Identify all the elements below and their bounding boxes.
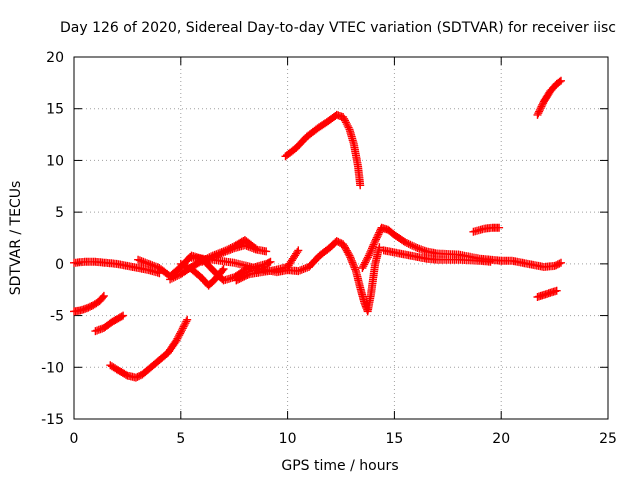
axis-ticks: 0 5 10 15 20 25 -15 -10 -5 0 5 10 15 20 xyxy=(41,50,617,447)
data-point-markers xyxy=(469,223,504,236)
data-point-markers xyxy=(281,110,365,190)
data-point-markers xyxy=(176,259,228,290)
x-tick-label: 25 xyxy=(599,431,617,447)
data-point-markers xyxy=(232,246,303,285)
series-track-lower-0-1.4h xyxy=(70,291,108,316)
x-tick-label: 0 xyxy=(70,431,79,447)
data-point-markers xyxy=(497,256,565,271)
data-point-markers xyxy=(379,246,495,266)
series-track-low-21.7-22.6h xyxy=(533,286,561,301)
series-track-flat-20-22.8h xyxy=(497,256,565,271)
x-tick-label: 5 xyxy=(176,431,185,447)
x-axis-label: GPS time / hours xyxy=(281,458,398,474)
chart-title: Day 126 of 2020, Sidereal Day-to-day VTE… xyxy=(60,20,616,36)
data-point-markers xyxy=(70,257,164,278)
series-track-short-18.7-19.9h xyxy=(469,223,504,236)
x-tick-label: 10 xyxy=(279,431,297,447)
y-tick-label: 15 xyxy=(46,102,64,118)
series-track-7.6-10.5h xyxy=(232,246,303,285)
data-point-markers xyxy=(533,286,561,301)
y-tick-label: 10 xyxy=(46,153,64,169)
series-track-low-1.7-5.3h xyxy=(106,315,192,382)
data-point-markers xyxy=(91,311,128,336)
series-track-dip-5-7h xyxy=(176,259,228,290)
data-point-markers xyxy=(106,315,192,382)
series-track-high-21.7-22.8h xyxy=(533,76,565,119)
y-tick-label: -15 xyxy=(41,412,64,428)
data-point-markers xyxy=(283,237,384,316)
series-track-high-9.9-13.4h xyxy=(281,110,365,190)
y-tick-label: 5 xyxy=(55,205,64,221)
y-axis-label: SDTVAR / TECUs xyxy=(8,181,24,296)
x-tick-label: 20 xyxy=(492,431,510,447)
data-point-markers xyxy=(70,291,108,316)
data-markers xyxy=(70,76,565,382)
y-tick-label: -5 xyxy=(50,309,64,325)
plot-area-frame xyxy=(73,56,609,420)
y-tick-label: -10 xyxy=(41,360,64,376)
x-tick-label: 15 xyxy=(385,431,403,447)
data-point-markers xyxy=(533,76,565,119)
y-tick-label: 20 xyxy=(46,50,64,66)
series-track-1-2.3h xyxy=(91,311,128,336)
series-track-near-zero-0-4h xyxy=(70,257,164,278)
series-track-flat-14.5-19.5h xyxy=(379,246,495,266)
series-track-central-10-14h xyxy=(283,237,384,316)
y-tick-label: 0 xyxy=(55,257,64,273)
